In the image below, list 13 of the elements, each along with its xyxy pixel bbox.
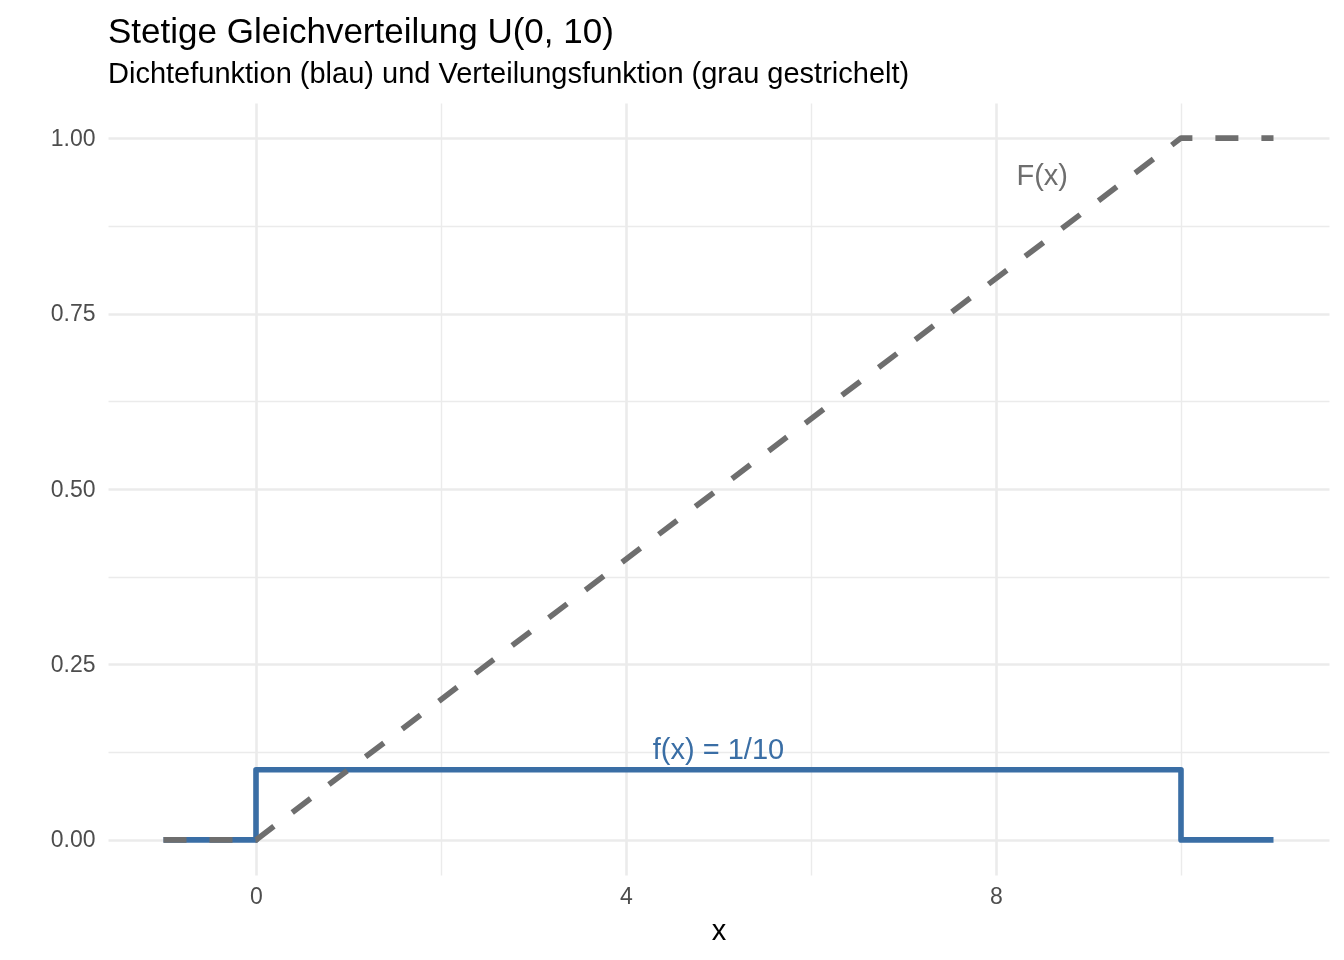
x-axis-title: x bbox=[711, 913, 727, 946]
series-label: f(x) = 1/10 bbox=[652, 732, 785, 765]
y-tick-label: 0.50 bbox=[50, 475, 96, 502]
y-tick-label: 1.00 bbox=[50, 124, 96, 151]
chart-title: Stetige Gleichverteilung U(0, 10) bbox=[108, 11, 614, 50]
y-tick-label: 0.25 bbox=[50, 650, 96, 677]
x-tick-label: 8 bbox=[990, 882, 1003, 909]
chart-subtitle: Dichtefunktion (blau) und Verteilungsfunktion (grau gestrichelt) bbox=[108, 57, 910, 89]
x-tick-label: 4 bbox=[620, 882, 634, 909]
series-label: F(x) bbox=[1016, 159, 1069, 192]
x-tick-label: 0 bbox=[250, 882, 263, 909]
y-tick-label: 0.00 bbox=[50, 826, 96, 853]
y-tick-label: 0.75 bbox=[50, 300, 96, 327]
